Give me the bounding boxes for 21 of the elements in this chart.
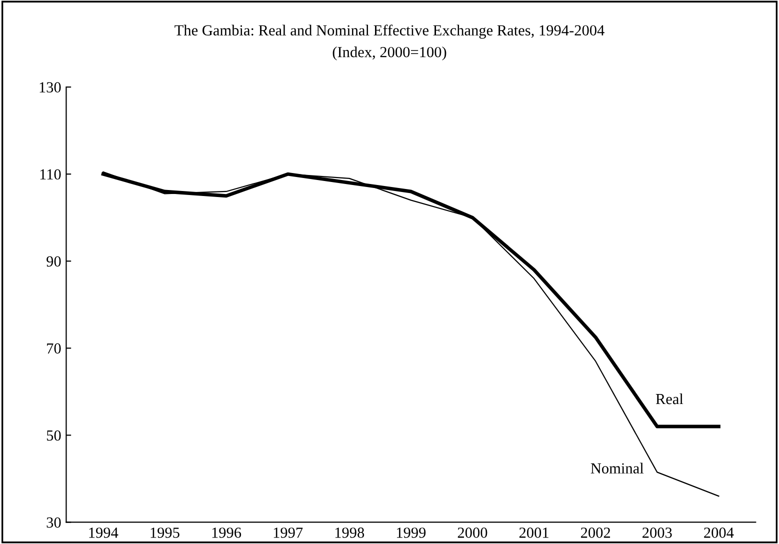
x-tick-label: 1999 [396,528,426,538]
chart-subtitle: (Index, 2000=100) [332,46,446,60]
y-tick-label: 50 [46,430,61,441]
y-tick-label: 130 [40,82,61,92]
x-tick-label: 2003 [642,528,672,538]
x-tick-label: 1998 [335,528,364,538]
y-tick-label: 30 [46,517,61,528]
chart-title: The Gambia: Real and Nominal Effective Exchange Rates, 1994-2004 [174,24,604,39]
y-tick-label: 110 [40,169,61,180]
y-tick-label: 90 [46,256,61,267]
x-tick-label: 2004 [704,528,734,538]
x-tick-label: 2001 [519,528,548,538]
x-tick-label: 2002 [580,528,610,538]
x-tick-label: 1996 [212,528,242,538]
x-tick-label: 1994 [89,528,118,538]
series-label: Nominal [590,462,644,474]
x-tick-label: 2000 [458,528,488,538]
y-tick-label: 70 [47,343,61,354]
series-label: Real [656,393,684,404]
x-tick-label: 1997 [274,528,303,538]
x-tick-label: 1995 [150,528,180,538]
